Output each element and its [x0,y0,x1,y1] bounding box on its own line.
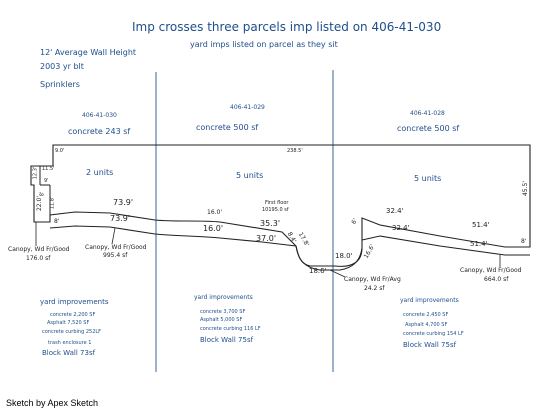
yard-heading-2: yard improvements [194,294,253,301]
wall-height-note: 12' Average Wall Height [40,48,137,57]
dim-seg-16-outer: 16.0' [207,209,223,216]
dim-seg-35: 35.3' [260,219,281,228]
yard-2-line-2: Asphalt 5,000 SF [200,317,243,323]
year-built-note: 2003 yr blt [40,62,84,71]
dim-seg-32-outer: 32.4' [386,207,404,215]
yard-3-line-1: concrete 2,450 SF [403,312,449,318]
dim-left-step-c: 9' [44,178,49,184]
canopy-1-area: 176.0 sf [26,255,51,262]
yard-heading-3: yard improvements [400,297,459,304]
canopy-4-label: Canopy, Wd Fr/Good [460,267,522,274]
parcel-id-028: 406-41-028 [410,110,445,117]
yard-2-line-1: concrete 3,700 SF [200,309,246,315]
yard-3-line-2: Asphalt 4,700 SF [405,322,448,328]
dim-seg-37: 37.0' [256,234,277,243]
yard-1-line-5: Block Wall 73sf [42,349,96,357]
yard-3-line-4: Block Wall 75sf [403,341,457,349]
canopy-pointer-3 [329,269,346,278]
dim-seg-18-bottom: 18.6' [309,267,327,275]
canopy-3-area: 24.2 sf [364,285,385,292]
dim-left-vertical-b: 8' [39,191,46,197]
dim-top-long: 238.5' [287,148,303,154]
yard-3-line-3: concrete curbing 154 LF [403,331,464,337]
parcel-area-028: concrete 500 sf [397,124,460,133]
dim-seg-73-inner: 73.9' [110,214,131,223]
units-030: 2 units [86,168,114,177]
sprinklers-note: Sprinklers [40,80,80,89]
yard-1-line-2: Asphalt 7,520 SF [47,320,90,326]
dim-seg-32-inner: 32.4' [392,224,410,232]
dim-seg-73-outer: 73.9' [113,198,134,207]
dim-seg-16-inner: 16.0' [203,224,224,233]
canopy-4-area: 664.0 sf [484,276,509,283]
yard-1-line-3: concrete curbing 252LF [42,329,102,335]
sketch-subtitle: yard imps listed on parcel as they sit [190,40,338,49]
parcel-area-030: concrete 243 sf [68,127,131,136]
parcel-id-030: 406-41-030 [82,112,117,119]
yard-1-line-1: concrete 2,200 SF [50,312,96,318]
dim-seg-18-top: 18.0' [335,252,353,260]
dim-left-vertical-c: 11.8' [49,196,56,210]
dim-left-step-b: 11.5' [42,166,55,172]
canopy-2-area: 995.4 sf [103,252,128,259]
units-028: 5 units [414,174,442,183]
yard-2-line-3: concrete curbing 116 LF [200,326,261,332]
dim-seg-8-right: 8' [521,238,527,245]
dim-seg-51-inner: 51.4' [470,240,488,248]
parcel-id-029: 406-41-029 [230,104,265,111]
dim-left-8a: 8' [54,218,60,225]
dim-left-vertical: 22.0' [36,195,44,212]
units-029: 5 units [236,171,264,180]
footer-credit: Sketch by Apex Sketch [6,398,99,408]
yard-2-line-4: Block Wall 75sf [200,336,254,344]
yard-heading-1: yard improvements [40,298,109,306]
canopy-pointer-2 [111,227,116,245]
dim-right-side: 45.5' [522,180,530,197]
dim-left-step-a: 12.3' [32,166,39,180]
canopy-2-label: Canopy, Wd Fr/Good [85,244,147,251]
dim-top-left-short: 9.0' [55,148,65,154]
canopy-line-right [361,235,530,256]
sketch-title: Imp crosses three parcels imp listed on … [132,20,442,34]
first-floor-label: First floor [265,200,289,206]
parcel-area-029: concrete 500 sf [196,123,259,132]
canopy-3-label: Canopy, Wd Fr/Avg [344,276,401,283]
yard-1-line-4: trash enclosure 1 [48,340,92,346]
canopy-1-label: Canopy, Wd Fr/Good [8,246,70,253]
dim-seg-51-outer: 51.4' [472,221,490,229]
canopy-line-left [49,225,297,247]
first-floor-area: 10195.0 sf [262,207,289,213]
